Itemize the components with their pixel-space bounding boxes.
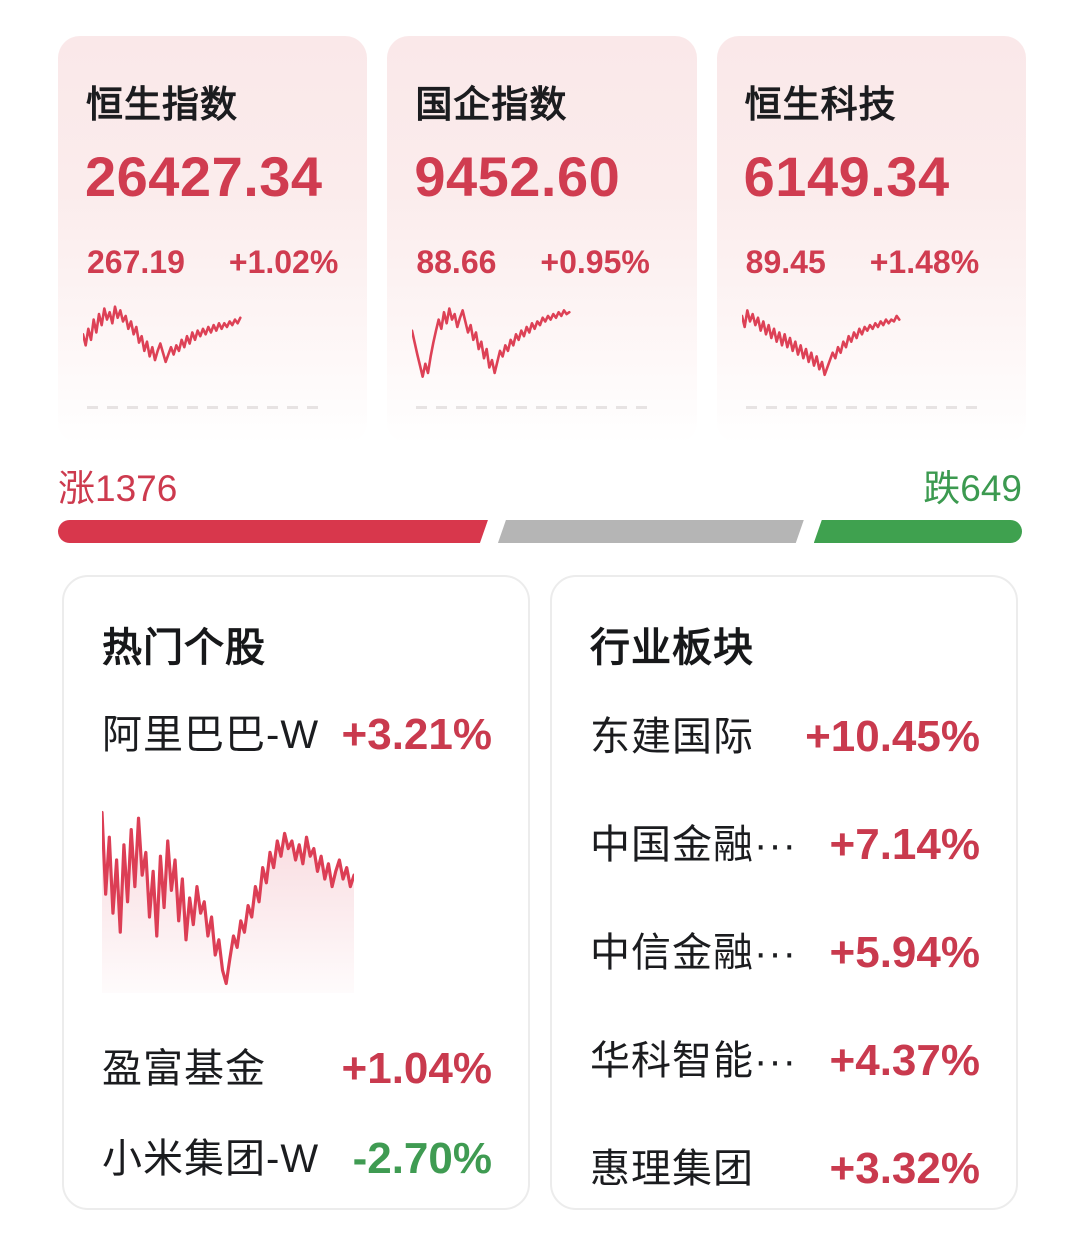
sector-name: 东建国际 — [590, 715, 754, 759]
sector-card: 行业板块 东建国际 +10.45% 中国金融··· +7.14% 中信金融···… — [550, 575, 1018, 1210]
stock-row-alibaba[interactable]: 阿里巴巴-W +3.21% — [102, 709, 492, 761]
sector-change-pct: +7.14% — [829, 820, 980, 869]
breadth-segment-down — [813, 520, 1022, 543]
index-name: 恒生指数 — [86, 84, 238, 125]
index-cards-row: 恒生指数 26427.34 267.19 +1.02% 国企指数 9452.60… — [58, 36, 1026, 444]
index-change-row: 267.19 +1.02% — [87, 244, 338, 281]
index-sparkline — [412, 292, 654, 384]
hot-stocks-title: 热门个股 — [102, 626, 266, 670]
hot-stocks-card: 热门个股 阿里巴巴-W +3.21% 盈富基金 +1.04% 小米集团-W -2… — [62, 575, 530, 1210]
index-change: 89.45 — [745, 244, 826, 280]
sparkline-baseline — [87, 406, 323, 409]
alibaba-intraday-chart — [102, 803, 354, 993]
index-name: 国企指数 — [415, 84, 568, 125]
index-change: 88.66 — [416, 244, 497, 280]
sector-name: 华科智能··· — [590, 1039, 797, 1083]
sparkline-baseline — [416, 406, 653, 409]
stock-row-xiaomi[interactable]: 小米集团-W -2.70% — [102, 1133, 492, 1185]
sector-name: 中国金融··· — [590, 823, 797, 867]
sector-row[interactable]: 中国金融··· +7.14% — [590, 819, 980, 871]
index-change-row: 89.45 +1.48% — [746, 244, 980, 281]
sector-name: 惠理集团 — [590, 1147, 754, 1191]
breadth-segment-flat — [498, 520, 804, 543]
index-change: 267.19 — [87, 244, 185, 280]
index-card-hstech[interactable]: 恒生科技 6149.34 89.45 +1.48% — [716, 36, 1026, 444]
sparkline-baseline — [745, 406, 982, 409]
index-name: 恒生科技 — [744, 84, 897, 125]
index-change-pct: +0.95% — [540, 244, 650, 280]
stock-name: 盈富基金 — [102, 1047, 266, 1091]
sector-row[interactable]: 东建国际 +10.45% — [590, 711, 980, 763]
breadth-bar — [58, 520, 1022, 543]
sector-change-pct: +4.37% — [829, 1036, 980, 1085]
sector-row[interactable]: 惠理集团 +3.32% — [590, 1143, 980, 1195]
breadth-labels: 涨1376 跌649 — [58, 458, 1022, 512]
stock-name: 阿里巴巴-W — [102, 713, 320, 757]
decliners-label: 跌649 — [923, 468, 1022, 509]
breadth-segment-up — [58, 520, 488, 543]
bottom-panels-row: 热门个股 阿里巴巴-W +3.21% 盈富基金 +1.04% 小米集团-W -2… — [62, 575, 1018, 1210]
index-card-hsi[interactable]: 恒生指数 26427.34 267.19 +1.02% — [58, 36, 368, 444]
stock-change-pct: +3.21% — [341, 710, 492, 759]
index-sparkline — [83, 292, 325, 384]
index-card-hscei[interactable]: 国企指数 9452.60 88.66 +0.95% — [387, 36, 697, 444]
stock-name: 小米集团-W — [102, 1137, 320, 1181]
index-sparkline — [742, 292, 984, 384]
stock-row-tracker-fund[interactable]: 盈富基金 +1.04% — [102, 1043, 492, 1095]
sector-change-pct: +10.45% — [805, 712, 980, 761]
index-change-row: 88.66 +0.95% — [416, 244, 650, 281]
sector-name: 中信金融··· — [590, 931, 797, 975]
index-value: 26427.34 — [85, 145, 323, 208]
sector-title: 行业板块 — [590, 626, 754, 670]
advancers-label: 涨1376 — [58, 468, 178, 509]
index-value: 6149.34 — [743, 145, 950, 208]
sector-row[interactable]: 中信金融··· +5.94% — [590, 927, 980, 979]
stock-change-pct: -2.70% — [352, 1134, 492, 1183]
sector-row[interactable]: 华科智能··· +4.37% — [590, 1035, 980, 1087]
index-change-pct: +1.02% — [228, 244, 339, 280]
index-value: 9452.60 — [414, 145, 621, 208]
sector-change-pct: +5.94% — [829, 928, 980, 977]
sector-change-pct: +3.32% — [829, 1144, 980, 1193]
index-change-pct: +1.48% — [869, 244, 980, 280]
stock-change-pct: +1.04% — [341, 1044, 492, 1093]
